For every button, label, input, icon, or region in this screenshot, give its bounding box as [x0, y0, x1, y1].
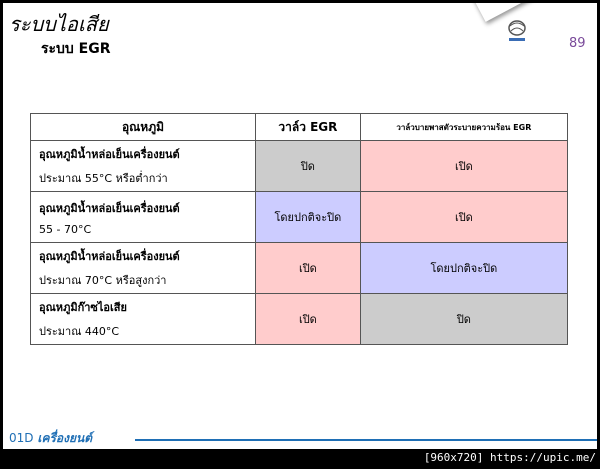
condition-detail: ประมาณ 55°C หรือต่ำกว่า	[39, 172, 168, 185]
watermark: [960x720] https://upic.me/	[423, 451, 596, 464]
slide: ระบบไอเสีย ระบบ EGR 89 อุณหภูมิ วาล์ว EG…	[3, 3, 597, 449]
footer-code: 01D	[9, 431, 34, 445]
page-subtitle: ระบบ EGR	[41, 41, 111, 57]
condition-detail: 55 - 70°C	[39, 222, 92, 236]
footer-section: เครื่องยนต์	[37, 431, 93, 445]
header-temperature: อุณหภูมิ	[30, 113, 256, 141]
page-title: ระบบไอเสีย	[9, 12, 109, 36]
egr-valve-state: เปิด	[255, 293, 361, 345]
table-row: อุณหภูมิก๊าซไอเสียประมาณ 440°C เปิด ปิด	[30, 293, 569, 345]
bypass-valve-state: ปิด	[359, 293, 569, 345]
bypass-valve-state: โดยปกติจะปิด	[359, 242, 569, 294]
egr-valve-state: ปิด	[255, 140, 361, 192]
table-row: อุณหภูมิน้ำหล่อเย็นเครื่องยนต์ประมาณ 55°…	[30, 140, 569, 192]
table-header-row: อุณหภูมิ วาล์ว EGR วาล์วบายพาสตัวระบายคว…	[30, 113, 569, 141]
condition-title: อุณหภูมิน้ำหล่อเย็นเครื่องยนต์	[39, 201, 180, 215]
condition-title: อุณหภูมิก๊าซไอเสีย	[39, 301, 127, 314]
egr-valve-state: เปิด	[255, 242, 361, 294]
condition-cell: อุณหภูมิก๊าซไอเสียประมาณ 440°C	[30, 293, 256, 345]
footer-divider	[135, 439, 597, 441]
condition-detail: ประมาณ 440°C	[39, 325, 120, 338]
egr-valve-state: โดยปกติจะปิด	[255, 191, 361, 243]
header-egr-valve: วาล์ว EGR	[255, 113, 361, 141]
header-bypass-valve: วาล์วบายพาสตัวระบายความร้อน EGR	[359, 113, 569, 141]
table-row: อุณหภูมิน้ำหล่อเย็นเครื่องยนต์ 55 - 70°C …	[30, 191, 569, 243]
condition-cell: อุณหภูมิน้ำหล่อเย็นเครื่องยนต์ประมาณ 55°…	[30, 140, 256, 192]
mazda-logo-icon	[508, 20, 526, 41]
table-row: อุณหภูมิน้ำหล่อเย็นเครื่องยนต์ประมาณ 70°…	[30, 242, 569, 294]
condition-title: อุณหภูมิน้ำหล่อเย็นเครื่องยนต์	[39, 148, 180, 161]
condition-cell: อุณหภูมิน้ำหล่อเย็นเครื่องยนต์ 55 - 70°C	[30, 191, 256, 243]
page-number: 89	[569, 36, 586, 51]
bypass-valve-state: เปิด	[359, 140, 569, 192]
bypass-valve-state: เปิด	[359, 191, 569, 243]
condition-cell: อุณหภูมิน้ำหล่อเย็นเครื่องยนต์ประมาณ 70°…	[30, 242, 256, 294]
footer-label: 01D เครื่องยนต์	[9, 429, 92, 448]
egr-table: อุณหภูมิ วาล์ว EGR วาล์วบายพาสตัวระบายคว…	[30, 113, 569, 345]
condition-detail: ประมาณ 70°C หรือสูงกว่า	[39, 274, 167, 287]
condition-title: อุณหภูมิน้ำหล่อเย็นเครื่องยนต์	[39, 250, 180, 263]
